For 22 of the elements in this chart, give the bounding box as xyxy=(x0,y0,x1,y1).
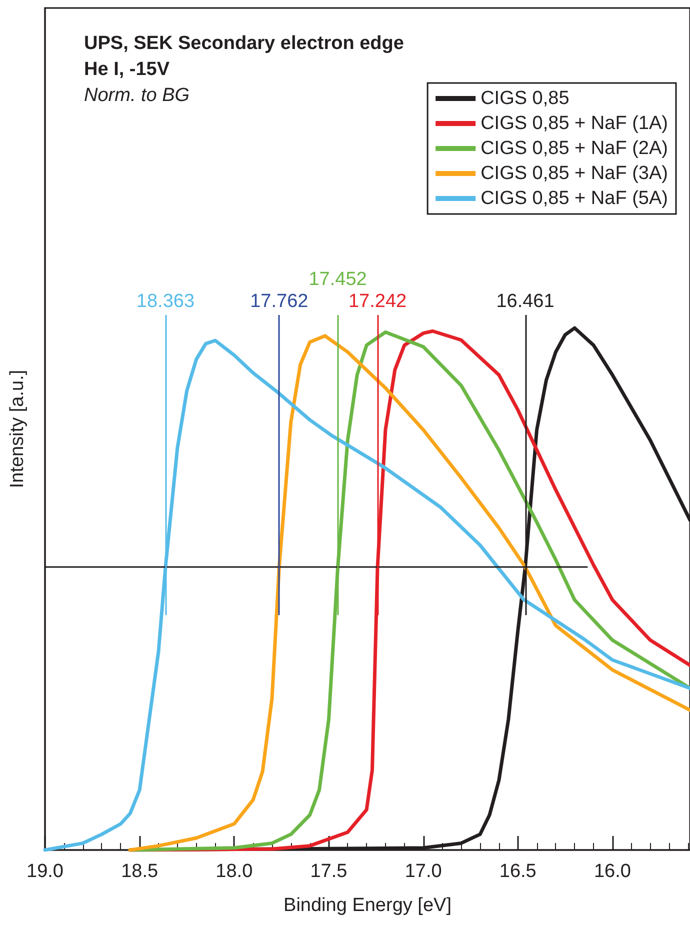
ref-line-label: 17.762 xyxy=(250,290,308,312)
x-axis-title: Binding Energy [eV] xyxy=(284,895,452,916)
ref-line-label: 17.452 xyxy=(308,268,367,290)
y-axis-title: Intensity [a.u.] xyxy=(7,370,28,488)
ref-line-label: 18.363 xyxy=(136,290,195,312)
text: Norm. to BG xyxy=(84,85,190,106)
legend-label: CIGS 0,85 + NaF (5A) xyxy=(480,188,668,209)
legend-label: CIGS 0,85 + NaF (3A) xyxy=(480,163,668,184)
x-tick-label: 16.0 xyxy=(594,861,631,882)
legend-label: CIGS 0,85 xyxy=(480,88,570,109)
x-tick-label: 17.5 xyxy=(310,861,348,882)
legend-label: CIGS 0,85 + NaF (1A) xyxy=(480,113,668,134)
x-tick-label: 19.0 xyxy=(26,861,64,882)
text: He I, -15V xyxy=(84,59,170,80)
x-tick-label: 18.5 xyxy=(121,861,158,882)
ref-line-label: 17.242 xyxy=(348,290,407,312)
ref-line-label: 16.461 xyxy=(496,290,554,312)
x-tick-label: 16.5 xyxy=(499,861,536,882)
x-tick-label: 17.0 xyxy=(404,861,442,882)
legend-label: CIGS 0,85 + NaF (2A) xyxy=(480,138,668,159)
text: UPS, SEK Secondary electron edge xyxy=(84,33,404,54)
x-tick-label: 18.0 xyxy=(216,861,253,882)
